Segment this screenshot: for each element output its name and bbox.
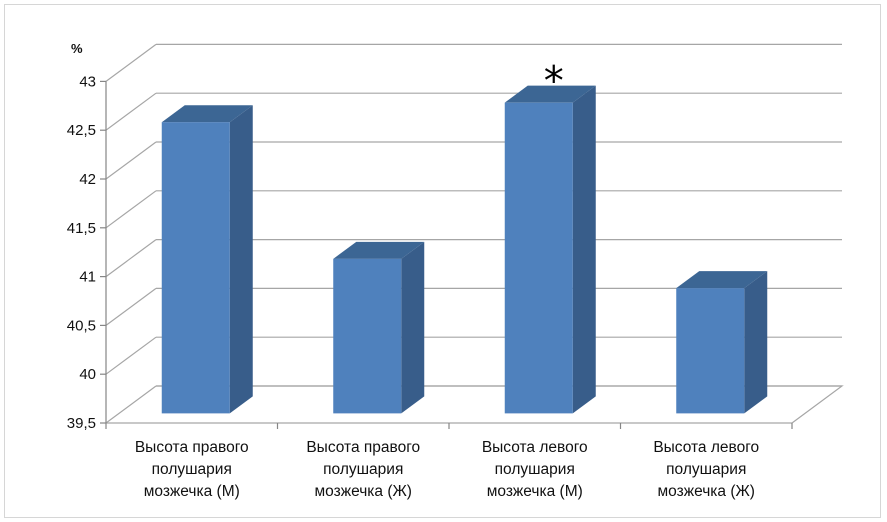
bar (161, 105, 253, 414)
x-category-label: мозжечка (М) (487, 483, 583, 500)
bar-side (401, 241, 425, 414)
x-category-label: мозжечка (Ж) (658, 483, 755, 500)
bar-top (504, 85, 596, 103)
axes (100, 80, 793, 429)
bar (333, 241, 425, 414)
gridline-diagonal (105, 336, 157, 375)
gridline-diagonal (105, 190, 157, 229)
x-category-label: мозжечка (М) (144, 483, 240, 500)
gridline-diagonal (105, 43, 157, 82)
gridline-diagonal (105, 141, 157, 180)
x-category-label: Высота левого (653, 439, 759, 456)
bars (161, 85, 768, 414)
y-tick-label: 42,5 (67, 122, 96, 139)
bar-side (744, 271, 768, 414)
bar-side (572, 85, 596, 414)
y-tick-label: 42 (79, 171, 96, 188)
bar-top (333, 241, 425, 259)
bar-front (676, 288, 745, 414)
gridlines (105, 43, 844, 424)
x-category-label: Высота правого (135, 439, 249, 456)
gridline-diagonal (105, 92, 157, 131)
y-tick-label: 40,5 (67, 317, 96, 334)
y-tick-label: 40 (79, 366, 96, 383)
bar (676, 271, 768, 414)
bar-chart: % 39,5 40 40,5 41 41,5 42 42,5 43 Высота правого… (67, 41, 844, 500)
significance-asterisk: * (544, 59, 564, 105)
gridline-diagonal (105, 287, 157, 326)
bar-front (161, 122, 230, 414)
bar-top (676, 271, 768, 289)
x-category-label: мозжечка (Ж) (315, 483, 412, 500)
labels: % 39,5 40 40,5 41 41,5 42 42,5 43 Высота правого… (67, 41, 759, 500)
x-category-label: Высота левого (482, 439, 588, 456)
gridline-diagonal (105, 385, 157, 424)
x-category-label: полушария (666, 461, 746, 478)
x-category-label: полушария (323, 461, 403, 478)
bar-side (229, 105, 253, 414)
gridline-diagonal (105, 239, 157, 278)
bar-top (161, 105, 253, 123)
bar-front (504, 102, 573, 414)
y-unit-label: % (71, 41, 83, 56)
x-category-label: Высота правого (306, 439, 420, 456)
x-category-label: полушария (495, 461, 575, 478)
bar-front (333, 258, 402, 414)
bar (504, 85, 596, 414)
y-tick-label: 43 (79, 73, 96, 90)
chart-frame: % 39,5 40 40,5 41 41,5 42 42,5 43 Высота правого… (4, 4, 881, 518)
y-tick-label: 39,5 (67, 415, 96, 432)
x-category-label: полушария (152, 461, 232, 478)
y-tick-label: 41 (79, 269, 96, 286)
y-tick-label: 41,5 (67, 220, 96, 237)
